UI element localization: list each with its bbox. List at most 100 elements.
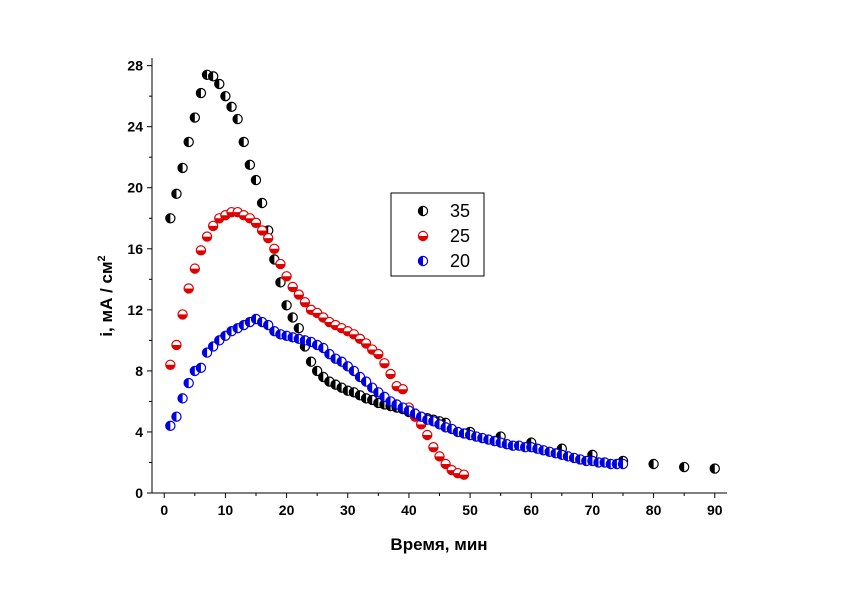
- data-point: [275, 258, 286, 270]
- data-point: [311, 365, 323, 377]
- data-point: [287, 281, 298, 293]
- legend-label: 20: [450, 251, 470, 271]
- data-point: [379, 391, 390, 403]
- plot-area-points: [165, 69, 720, 480]
- data-point: [348, 365, 360, 377]
- data-point: [189, 112, 201, 123]
- y-tick-label: 12: [127, 302, 143, 318]
- legend-box: [390, 192, 485, 277]
- data-point: [397, 384, 408, 395]
- data-point: [195, 362, 207, 374]
- data-point: [226, 101, 237, 113]
- x-tick-label: 60: [523, 502, 539, 518]
- data-point: [489, 435, 500, 447]
- x-tick-label: 70: [585, 502, 601, 518]
- data-point: [648, 458, 659, 470]
- data-point: [214, 213, 225, 224]
- data-point: [385, 368, 396, 380]
- data-point: [207, 341, 219, 352]
- data-point: [373, 348, 384, 360]
- data-point: [171, 188, 182, 200]
- data-point: [269, 243, 280, 254]
- data-point: [422, 429, 433, 441]
- x-axis-title: Время, мин: [390, 535, 487, 554]
- data-point: [220, 90, 231, 102]
- data-point: [434, 451, 445, 462]
- data-point: [171, 411, 182, 422]
- data-point: [678, 461, 690, 473]
- y-tick-label: 16: [127, 241, 143, 257]
- data-point: [232, 113, 243, 125]
- data-point: [238, 136, 249, 148]
- data-point: [299, 297, 311, 308]
- legend-marker: [417, 230, 429, 242]
- data-point: [165, 359, 176, 370]
- data-point: [201, 347, 213, 358]
- data-point: [256, 197, 268, 209]
- data-point: [189, 263, 201, 274]
- y-axis-title-main: i, мА / см: [97, 261, 116, 336]
- data-point: [263, 232, 274, 244]
- y-tick-label: 24: [127, 119, 143, 135]
- data-point: [287, 312, 298, 323]
- data-point: [293, 322, 305, 334]
- data-point: [428, 442, 439, 453]
- data-point: [171, 339, 182, 351]
- data-point: [232, 322, 243, 334]
- x-axis-ticks: 0 10 20 30 40 50 60 70 80 90: [160, 493, 723, 518]
- x-tick-label: 20: [279, 502, 295, 518]
- legend-label: 35: [450, 201, 470, 221]
- data-point: [183, 136, 194, 148]
- legend-marker: [417, 255, 429, 267]
- x-tick-label: 0: [160, 502, 168, 518]
- y-tick-label: 0: [135, 485, 143, 501]
- data-point: [165, 420, 176, 432]
- y-tick-label: 20: [127, 180, 143, 196]
- data-point: [214, 78, 225, 90]
- y-axis-title: i, мА / см2: [96, 255, 116, 336]
- legend: 35 25 20: [390, 192, 485, 277]
- data-point: [263, 319, 274, 331]
- data-point: [305, 356, 317, 367]
- data-point: [195, 87, 207, 99]
- data-point: [458, 469, 470, 480]
- data-point: [360, 376, 372, 387]
- data-point: [250, 174, 262, 186]
- data-point: [183, 283, 194, 294]
- series-35: [165, 69, 720, 474]
- data-point: [256, 225, 268, 236]
- data-point: [195, 245, 207, 256]
- data-point: [617, 458, 629, 470]
- data-point: [293, 289, 305, 300]
- data-point: [183, 377, 194, 389]
- data-point: [379, 358, 390, 369]
- data-point: [207, 220, 219, 232]
- x-tick-label: 40: [401, 502, 417, 518]
- data-point: [440, 458, 451, 470]
- x-tick-label: 80: [646, 502, 662, 518]
- x-tick-label: 10: [218, 502, 234, 518]
- y-axis-title-sup: 2: [96, 255, 108, 261]
- data-point: [177, 309, 188, 320]
- y-tick-label: 4: [135, 424, 143, 440]
- data-point: [281, 271, 292, 282]
- x-tick-label: 90: [707, 502, 723, 518]
- data-point: [201, 231, 213, 242]
- data-point: [165, 213, 176, 224]
- data-point: [709, 463, 720, 474]
- data-point: [281, 300, 292, 311]
- data-point: [250, 217, 262, 229]
- legend-label: 25: [450, 226, 470, 246]
- data-point: [177, 393, 188, 404]
- data-point: [330, 379, 341, 390]
- data-point: [244, 159, 256, 171]
- x-tick-label: 50: [462, 502, 478, 518]
- data-point: [177, 162, 188, 174]
- y-tick-label: 8: [135, 363, 143, 379]
- y-axis-ticks: 0 4 8 12 16 20 24 28: [127, 58, 152, 501]
- y-tick-label: 28: [127, 58, 143, 74]
- series-20: [165, 313, 629, 470]
- data-point: [318, 342, 329, 354]
- x-tick-label: 30: [340, 502, 356, 518]
